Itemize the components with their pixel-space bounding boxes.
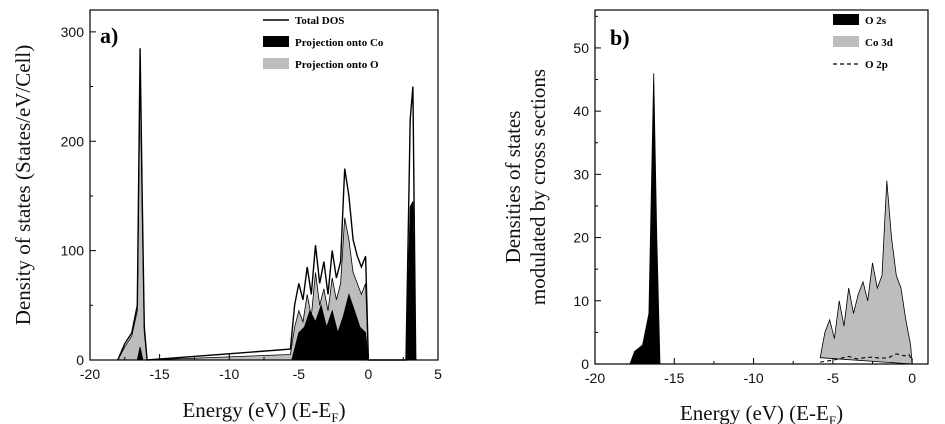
panel-b-y-axis-title: Densities of states: [501, 111, 525, 264]
panel-a-legend-projection-onto-co-swatch: [263, 36, 289, 47]
panel-b-x-tick-label: -15: [664, 370, 684, 386]
panel-b-y-tick-label: 50: [573, 40, 589, 56]
panel-a-x-tick-label: -10: [219, 366, 239, 382]
panel-a-x-tick-label: 0: [365, 366, 373, 382]
panel-b-legend-o-2s-swatch: [833, 14, 859, 25]
panel-b-x-tick-label: -20: [585, 370, 605, 386]
panel-a-legend-projection-onto-o-label: Projection onto O: [295, 59, 379, 71]
panel-a-y-axis-title: Density of states (States/eV/Cell): [11, 45, 35, 326]
panel-b-series-o-2s: [629, 73, 661, 365]
panel-b-y-tick-label: 30: [573, 166, 589, 182]
panel-b-x-tick-label: -5: [827, 370, 840, 386]
panel-a-legend-projection-onto-o-swatch: [263, 58, 289, 69]
panel-a-legend-total-dos-label: Total DOS: [295, 15, 344, 27]
panel-b-chart: -20 -15 -10 -5 0 0 10 20 30 40 50 b) Energy (eV) (E-…: [501, 9, 929, 424]
panel-b-y-tick-label: 40: [573, 103, 589, 119]
panel-b-x-tick-label: 0: [908, 370, 916, 386]
panel-b-label: b): [610, 25, 630, 50]
panel-a-series-total-dos: [117, 48, 417, 361]
panel-a-y-tick-label: 100: [61, 243, 85, 259]
panel-b-y-tick-label: 0: [581, 356, 589, 372]
panel-b-series-o-2p: [820, 353, 913, 363]
panel-a-y-tick-label: 300: [61, 24, 85, 40]
panel-a-series-projection-onto-co: [136, 201, 417, 361]
panel-b-series-co-3d: [819, 180, 913, 365]
panel-a-x-tick-label: -20: [80, 366, 100, 382]
panel-b-plot-frame: [594, 9, 929, 365]
panel-b-y-axis-title-line2: modulated by cross sections: [526, 69, 550, 305]
panel-a-y-tick-label: 0: [76, 352, 84, 368]
panel-a-legend-projection-onto-co-label: Projection onto Co: [295, 37, 384, 49]
panel-b-x-axis-title: Energy (eV) (E-EF): [680, 401, 843, 424]
panel-a-x-axis-title: Energy (eV) (E-EF): [182, 398, 345, 424]
panel-a-x-tick-label: -15: [149, 366, 169, 382]
panel-b-y-tick-label: 20: [573, 230, 589, 246]
panel-b-x-tick-label: -10: [743, 370, 763, 386]
panel-a-label: a): [100, 23, 118, 48]
panel-b-legend-o-2p-label: O 2p: [865, 59, 888, 71]
panel-a-x-tick-label: -5: [293, 366, 306, 382]
panel-a-series-projection-onto-o: [117, 70, 417, 361]
panel-b-legend-co-3d-label: Co 3d: [865, 37, 893, 49]
panel-b-legend-o-2s-label: O 2s: [865, 15, 887, 27]
panel-b-y-tick-label: 10: [573, 293, 589, 309]
panel-a-y-tick-label: 200: [61, 133, 85, 149]
panel-a-x-tick-label: 5: [434, 366, 442, 382]
panel-b-legend-co-3d-swatch: [833, 36, 859, 47]
